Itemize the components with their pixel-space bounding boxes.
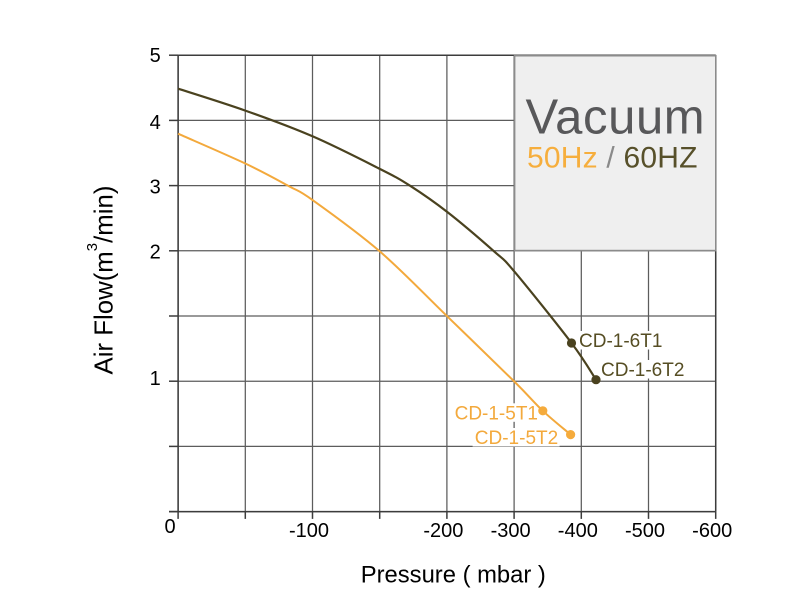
svg-text:Pressure ( mbar ): Pressure ( mbar ) bbox=[361, 561, 546, 588]
svg-text:2: 2 bbox=[150, 242, 161, 264]
svg-text:-100: -100 bbox=[289, 520, 329, 542]
svg-text:-600: -600 bbox=[692, 520, 732, 542]
svg-text:1: 1 bbox=[150, 368, 161, 390]
svg-text:CD-1-5T2: CD-1-5T2 bbox=[475, 428, 558, 449]
svg-text:Air Flow(m3/min): Air Flow(m3/min) bbox=[84, 186, 119, 375]
svg-text:4: 4 bbox=[150, 112, 161, 134]
svg-text:CD-1-6T1: CD-1-6T1 bbox=[579, 331, 662, 352]
svg-text:-500: -500 bbox=[625, 520, 665, 542]
svg-text:50Hz / 60HZ: 50Hz / 60HZ bbox=[527, 142, 698, 175]
svg-text:-300: -300 bbox=[491, 520, 531, 542]
svg-text:CD-1-5T1: CD-1-5T1 bbox=[455, 403, 538, 424]
svg-text:3: 3 bbox=[150, 177, 161, 199]
svg-text:0: 0 bbox=[164, 516, 175, 538]
svg-text:-200: -200 bbox=[423, 520, 463, 542]
svg-text:-400: -400 bbox=[558, 520, 598, 542]
svg-text:Vacuum: Vacuum bbox=[526, 91, 706, 145]
svg-text:CD-1-6T2: CD-1-6T2 bbox=[601, 360, 684, 381]
svg-text:5: 5 bbox=[150, 45, 161, 67]
